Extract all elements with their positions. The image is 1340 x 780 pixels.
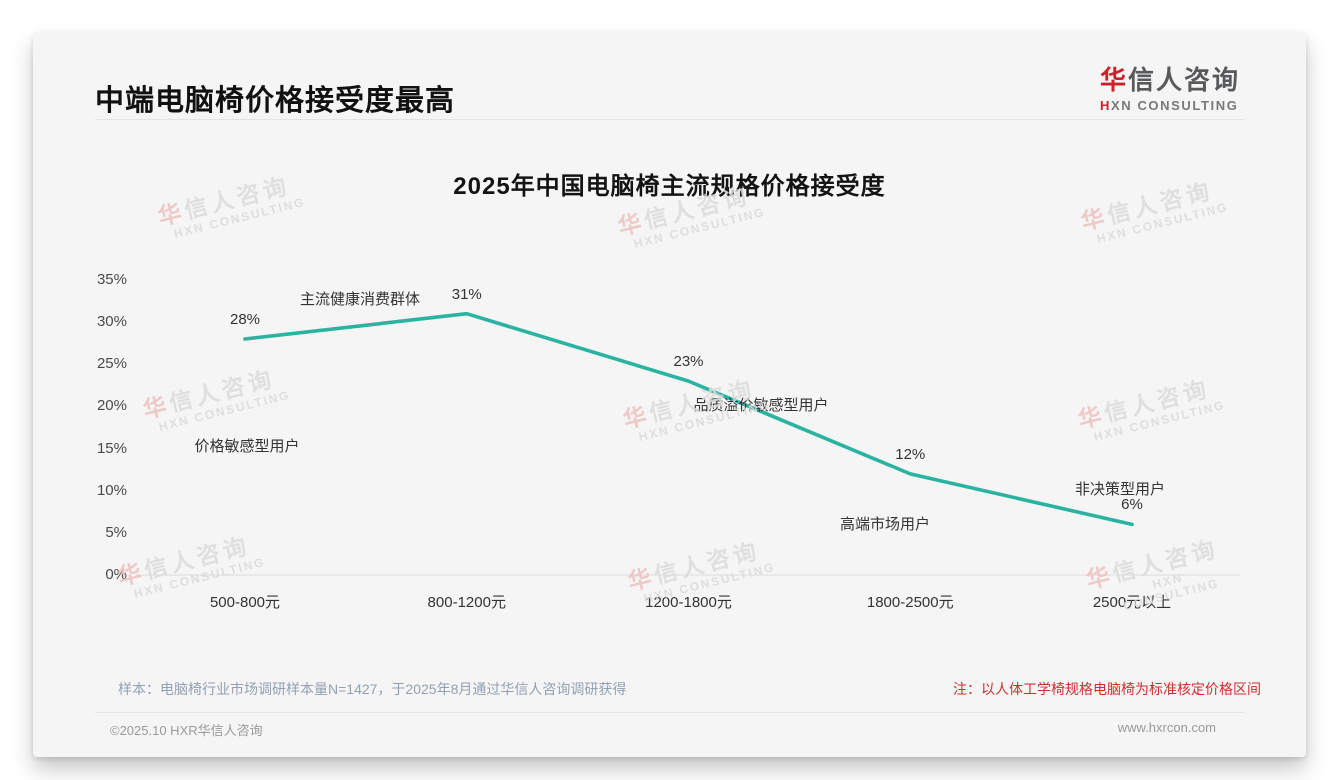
value-label: 23% [673,353,704,371]
trend-line-svg [135,311,1240,576]
y-tick-label: 5% [105,523,127,541]
y-tick-label: 10% [96,481,127,499]
x-category-label: 1800-2500元 [866,594,954,611]
trend-line [243,311,1134,527]
notes-row: 样本：电脑椅行业市场调研样本量N=1427，于2025年8月通过华信人咨询调研获… [118,679,1261,699]
x-category-label: 500-800元 [209,594,281,611]
annotation-label: 非决策型用户 [1074,481,1166,498]
x-category-label: 2500元以上 [1092,594,1172,611]
y-tick-label: 15% [96,439,127,457]
header-divider [95,119,1244,120]
bottom-row: ©2025.10 HXR华信人咨询 www.hxrcon.com [110,720,1216,739]
brand-logo-chinese: 华信人咨询 [1100,60,1240,97]
chart-canvas: 0% 5% 10% 15% 20% 25% 30% 35% 500-800元 800-1200元 1… [33,33,1306,757]
value-label: 6% [1121,496,1143,514]
value-label: 31% [451,285,482,303]
website: www.hxrcon.com [1117,720,1216,735]
value-label: 12% [895,445,926,463]
page-title: 中端电脑椅价格接受度最高 [95,85,456,117]
brand-logo-en-accent: H [1099,98,1111,113]
annotation-label: 高端市场用户 [839,516,931,533]
y-tick-label: 0% [105,566,127,583]
footer-divider [95,712,1244,713]
slide-card: 中端电脑椅价格接受度最高 华信人咨询 HXN CONSULTING 2025年中… [33,33,1306,757]
x-category-label: 1200-1800元 [645,594,732,611]
y-tick-label: 35% [96,271,127,288]
value-label: 28% [229,311,261,328]
y-tick-label: 20% [96,397,127,415]
annotation-label: 品质溢价敏感型用户 [693,397,829,414]
brand-logo-cn-accent: 华 [1099,65,1128,95]
brand-logo-english: HXN CONSULTING [1100,98,1240,113]
brand-logo-cn-rest: 信人咨询 [1127,65,1240,95]
brand-logo: 华信人咨询 HXN CONSULTING [1100,60,1240,113]
x-category-label: 800-1200元 [427,594,506,611]
y-tick-label: 30% [96,313,127,331]
copyright: ©2025.10 HXR华信人咨询 [110,723,263,738]
chart-title: 2025年中国电脑椅主流规格价格接受度 [453,173,886,200]
brand-logo-en-rest: XN CONSULTING [1110,98,1239,113]
price-note: 注：以人体工学椅规格电脑椅为标准核定价格区间 [953,681,1261,697]
y-tick-label: 25% [96,355,127,373]
sample-note: 样本：电脑椅行业市场调研样本量N=1427，于2025年8月通过华信人咨询调研获… [118,681,627,697]
annotation-label: 价格敏感型用户 [194,438,300,455]
annotation-label: 主流健康消费群体 [299,291,421,308]
